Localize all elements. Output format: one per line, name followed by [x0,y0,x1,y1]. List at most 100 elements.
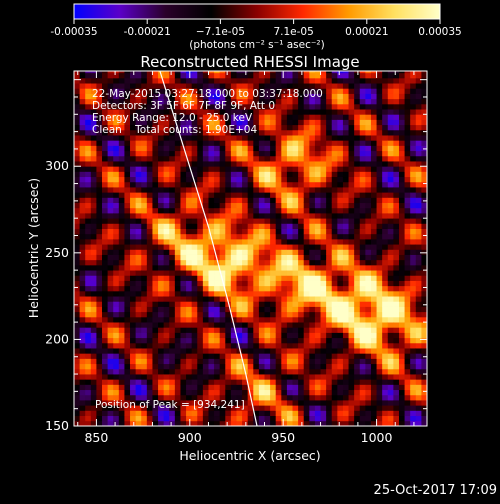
heatmap-cell [118,103,125,110]
heatmap-cell [359,161,366,167]
heatmap-cell [124,187,131,193]
heatmap-cell [359,228,366,235]
heatmap-cell [214,259,221,266]
heatmap-cell [208,171,215,178]
heatmap-cell [214,410,221,417]
heatmap-cell [158,114,165,120]
heatmap-cell [393,306,400,313]
heatmap-cell [404,358,411,365]
heatmap-cell [96,171,103,178]
heatmap-cell [370,311,377,318]
heatmap-cell [348,124,355,131]
heatmap-cell [359,322,366,328]
heatmap-cell [258,285,265,292]
heatmap-cell [393,98,400,105]
heatmap-cell [365,238,372,245]
heatmap-cell [410,129,417,136]
heatmap-cell [219,155,226,162]
heatmap-cell [348,301,355,307]
heatmap-cell [107,83,114,89]
heatmap-cell [174,228,181,235]
heatmap-cell [113,384,120,391]
heatmap-cell [337,244,344,250]
heatmap-cell [326,166,333,172]
heatmap-cell [169,379,176,385]
heatmap-cell [74,207,81,214]
heatmap-cell [270,270,277,276]
heatmap-cell [74,213,81,219]
heatmap-cell [214,332,221,339]
heatmap-cell [130,207,137,214]
heatmap-cell [264,124,271,131]
heatmap-cell [281,197,288,204]
heatmap-cell [270,166,277,172]
heatmap-cell [146,368,153,375]
heatmap-cell [174,332,181,339]
heatmap-cell [354,420,361,426]
heatmap-cell [113,358,120,365]
heatmap-cell [96,238,103,245]
heatmap-cell [186,353,193,359]
heatmap-cell [219,171,226,178]
heatmap-cell [398,207,405,214]
heatmap-cell [107,98,114,105]
heatmap-cell [163,280,170,287]
heatmap-cell [242,322,249,328]
heatmap-cell [365,322,372,328]
heatmap-cell [342,280,349,287]
heatmap-cell [410,171,417,178]
heatmap-cell [410,332,417,339]
heatmap-cell [410,72,417,79]
heatmap-cell [90,306,97,313]
heatmap-cell [169,93,176,100]
heatmap-cell [169,119,176,126]
heatmap-cell [118,327,125,333]
heatmap-cell [320,280,327,287]
heatmap-cell [326,71,333,74]
heatmap-cell [421,71,427,74]
heatmap-cell [191,332,198,339]
heatmap-cell [320,337,327,344]
heatmap-cell [309,119,316,126]
heatmap-cell [320,140,327,146]
heatmap-cell [342,405,349,411]
heatmap-cell [331,238,338,245]
heatmap-cell [107,296,114,302]
heatmap-cell [365,415,372,422]
heatmap-cell [258,187,265,193]
heatmap-cell [264,296,271,302]
heatmap-cell [118,275,125,281]
heatmap-cell [85,280,92,287]
heatmap-cell [197,181,204,188]
heatmap-cell [253,166,260,172]
heatmap-cell [124,264,131,271]
heatmap-cell [258,259,265,266]
heatmap-cell [225,415,232,422]
heatmap-cell [247,270,254,276]
heatmap-cell [292,150,299,157]
heatmap-cell [247,197,254,204]
heatmap-cell [113,322,120,328]
heatmap-cell [208,301,215,307]
heatmap-cell [163,275,170,281]
heatmap-cell [130,270,137,276]
heatmap-cell [286,83,293,89]
heatmap-cell [376,161,383,167]
heatmap-cell [74,264,81,271]
heatmap-cell [236,72,243,79]
heatmap-cell [421,238,427,245]
heatmap-cell [286,332,293,339]
heatmap-cell [326,72,333,79]
heatmap-cell [404,109,411,115]
heatmap-cell [90,358,97,365]
heatmap-cell [247,280,254,287]
heatmap-cell [382,337,389,344]
heatmap-cell [242,114,249,120]
heatmap-cell [398,368,405,375]
heatmap-cell [314,135,321,141]
heatmap-cell [286,280,293,287]
heatmap-cell [314,410,321,417]
heatmap-cell [281,213,288,219]
heatmap-cell [398,342,405,349]
heatmap-cell [158,374,165,380]
